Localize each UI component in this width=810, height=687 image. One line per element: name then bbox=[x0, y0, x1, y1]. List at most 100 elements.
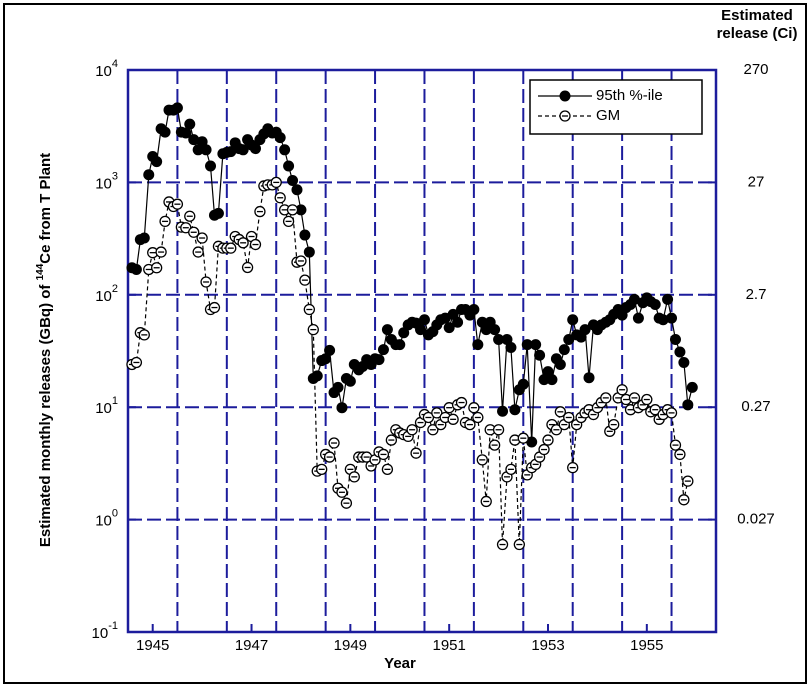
y-tick-base: 10 bbox=[95, 63, 112, 80]
marker bbox=[138, 329, 150, 341]
marker bbox=[332, 381, 344, 393]
marker bbox=[274, 132, 286, 144]
marker bbox=[328, 437, 340, 449]
marker bbox=[665, 407, 678, 419]
marker bbox=[188, 226, 200, 238]
plot-frame bbox=[126, 68, 718, 634]
y-tick-label: 104 bbox=[95, 58, 118, 80]
marker bbox=[550, 424, 563, 436]
marker bbox=[628, 392, 641, 404]
legend-box bbox=[529, 79, 703, 135]
y-axis-title-sup: 144 bbox=[35, 263, 46, 280]
marker bbox=[686, 381, 698, 393]
marker bbox=[291, 184, 303, 196]
y-tick-exponent: -1 bbox=[108, 620, 118, 632]
marker bbox=[237, 144, 249, 156]
marker bbox=[200, 276, 212, 288]
y-tick-label: 100 bbox=[95, 508, 118, 530]
marker bbox=[184, 210, 196, 222]
y2-tick-label: 27 bbox=[748, 173, 765, 190]
marker bbox=[377, 344, 389, 356]
marker bbox=[505, 341, 517, 353]
x-tick-label: 1951 bbox=[432, 637, 465, 654]
marker bbox=[279, 144, 291, 156]
marker bbox=[431, 407, 443, 419]
marker bbox=[657, 314, 669, 326]
marker bbox=[674, 448, 686, 461]
marker bbox=[225, 146, 237, 158]
marker bbox=[237, 237, 249, 249]
marker bbox=[496, 538, 509, 551]
marker bbox=[455, 396, 468, 409]
marker bbox=[336, 486, 348, 498]
y-tick-label: 102 bbox=[95, 283, 118, 305]
marker bbox=[249, 238, 262, 251]
marker bbox=[558, 344, 570, 356]
x-tick-label: 1949 bbox=[334, 637, 367, 654]
marker bbox=[641, 393, 653, 406]
marker bbox=[241, 261, 254, 274]
y-tick-base: 10 bbox=[95, 400, 112, 417]
marker bbox=[542, 434, 554, 446]
marker bbox=[662, 293, 674, 305]
marker bbox=[674, 346, 686, 358]
marker bbox=[418, 314, 430, 326]
marker bbox=[303, 246, 315, 258]
marker bbox=[192, 246, 204, 258]
marker bbox=[410, 447, 422, 459]
marker bbox=[394, 339, 406, 351]
marker bbox=[554, 358, 566, 370]
marker bbox=[340, 497, 353, 509]
marker bbox=[493, 334, 505, 346]
marker bbox=[678, 356, 690, 368]
marker bbox=[225, 242, 237, 254]
marker bbox=[452, 316, 464, 328]
marker bbox=[666, 312, 678, 324]
marker bbox=[373, 354, 385, 366]
marker bbox=[628, 293, 640, 305]
marker bbox=[299, 274, 311, 286]
marker bbox=[649, 404, 661, 416]
marker bbox=[286, 204, 299, 216]
marker bbox=[563, 411, 575, 424]
y-tick-label: 10-1 bbox=[92, 620, 118, 642]
marker bbox=[489, 324, 501, 336]
marker bbox=[559, 90, 571, 102]
marker bbox=[447, 413, 459, 425]
marker bbox=[151, 156, 163, 168]
marker bbox=[130, 263, 142, 275]
marker bbox=[517, 432, 529, 444]
marker bbox=[249, 143, 261, 155]
marker bbox=[205, 160, 217, 172]
y2-tick-label: 270 bbox=[743, 61, 768, 78]
marker bbox=[323, 451, 336, 463]
legend-label: GM bbox=[596, 107, 620, 124]
marker bbox=[468, 402, 480, 414]
marker bbox=[274, 192, 286, 204]
marker bbox=[159, 215, 171, 228]
x-tick-label: 1953 bbox=[531, 637, 564, 654]
marker bbox=[579, 324, 591, 336]
marker bbox=[381, 324, 393, 336]
marker bbox=[427, 424, 439, 436]
marker bbox=[324, 344, 336, 356]
x-tick-label: 1947 bbox=[235, 637, 268, 654]
marker bbox=[180, 127, 192, 139]
marker bbox=[538, 443, 550, 456]
marker bbox=[509, 404, 521, 416]
marker bbox=[600, 392, 612, 404]
marker bbox=[608, 418, 620, 431]
marker bbox=[476, 454, 488, 466]
y2-tick-label: 0.027 bbox=[737, 511, 775, 528]
marker bbox=[295, 204, 307, 216]
x-tick-label: 1945 bbox=[136, 637, 169, 654]
y2-axis-title: Estimated bbox=[721, 7, 793, 24]
y-tick-base: 10 bbox=[95, 288, 112, 305]
marker bbox=[171, 102, 183, 114]
y-tick-base: 10 bbox=[92, 625, 109, 642]
marker bbox=[583, 372, 595, 384]
legend-label: 95th %-ile bbox=[596, 87, 663, 104]
marker bbox=[682, 399, 694, 411]
x-axis-title: Year bbox=[384, 655, 416, 672]
